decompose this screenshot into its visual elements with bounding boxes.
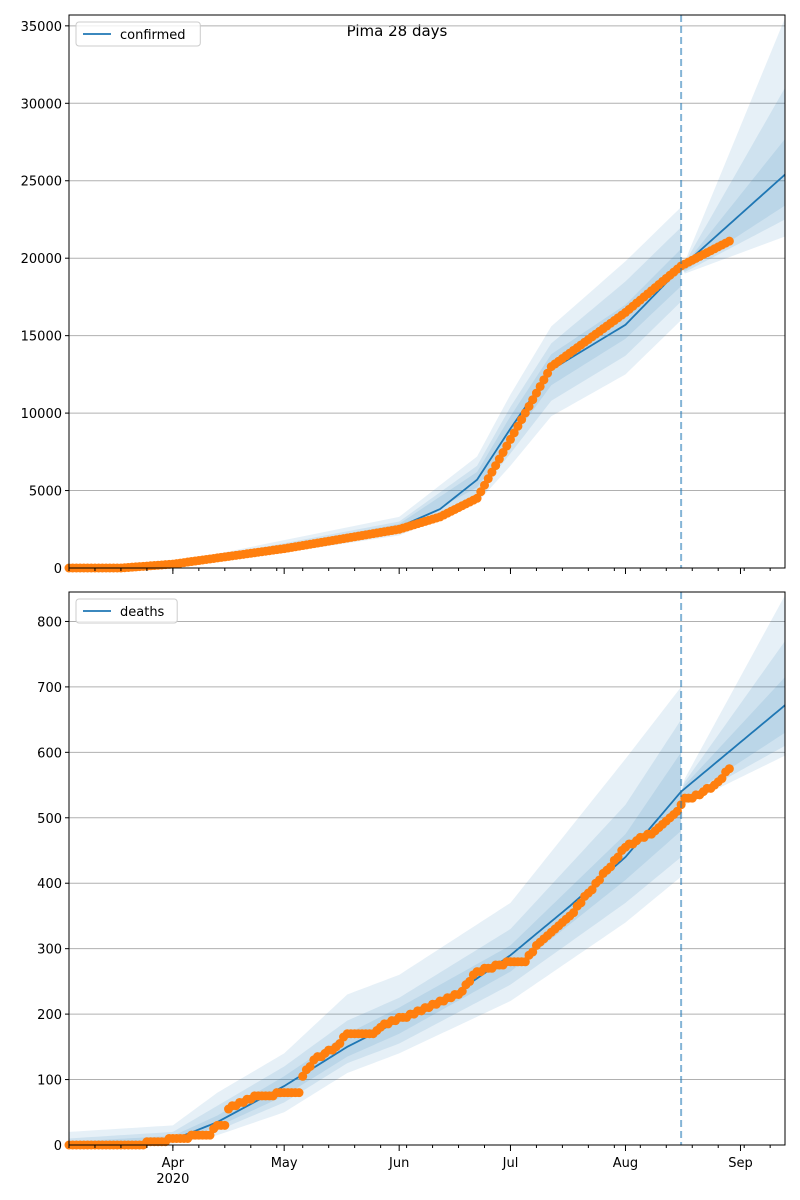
y-tick-label: 700 (37, 681, 62, 696)
y-tick-label: 0 (54, 1139, 62, 1154)
observed-point (505, 434, 515, 444)
axes-frame (68, 591, 786, 1146)
confirmed-axes: 0 5000 10000 15000 20000 25000 30000 35000 confi… (21, 14, 786, 577)
y-tick-label: 0 (54, 562, 62, 577)
observed-point (294, 1088, 304, 1098)
y-tick-label: 25000 (21, 175, 62, 190)
y-tick-label: 20000 (21, 252, 62, 267)
uncertainty-band (681, 18, 785, 274)
legend-box (75, 21, 201, 47)
x-tick-label: Jul (502, 1156, 519, 1171)
observed-point (483, 474, 493, 484)
x-tick-label: Aug (613, 1156, 638, 1171)
y-tick-label: 5000 (29, 485, 62, 500)
observed-point (535, 381, 545, 391)
observed-point (587, 885, 597, 895)
y-tick-label: 15000 (21, 330, 62, 345)
uncertainty-band (69, 719, 682, 1145)
observed-point (487, 467, 497, 477)
y-tick-label: 10000 (21, 407, 62, 422)
observed-point (509, 428, 519, 438)
uncertainty-band (681, 641, 785, 802)
observed-point (576, 898, 586, 908)
observed-point (491, 461, 501, 471)
observed-point (672, 806, 682, 816)
observed-point (520, 408, 530, 418)
observed-point (613, 852, 623, 862)
observed-point (528, 947, 538, 957)
x-tick-label: Sep (728, 1156, 753, 1171)
x-tick-sublabel: 2020 (156, 1172, 189, 1187)
observed-point (724, 236, 734, 246)
y-tick-label: 100 (37, 1074, 62, 1089)
y-tick-label: 600 (37, 746, 62, 761)
observed-point (205, 1130, 215, 1140)
observed-point (531, 388, 541, 398)
observed-point (513, 421, 523, 431)
observed-point (717, 774, 727, 784)
observed-point (524, 401, 534, 411)
observed-point (502, 441, 512, 451)
uncertainty-band (681, 677, 785, 799)
y-tick-label: 800 (37, 615, 62, 630)
legend-label: deaths (120, 605, 165, 620)
observed-point (335, 1039, 345, 1049)
y-tick-label: 300 (37, 943, 62, 958)
observed-point (472, 493, 482, 503)
legend-box (75, 598, 178, 624)
observed-point (724, 764, 734, 774)
figure-title: Pima 28 days (347, 22, 448, 40)
observed-point (465, 976, 475, 986)
observed-point (606, 862, 616, 872)
uncertainty-band (681, 138, 785, 271)
x-tick-label: May (271, 1156, 298, 1171)
observed-point (498, 448, 508, 458)
observed-point (569, 908, 579, 918)
y-tick-label: 400 (37, 877, 62, 892)
observed-point (476, 487, 486, 497)
observed-point (457, 986, 467, 996)
observed-point (480, 480, 490, 490)
legend-label: confirmed (120, 28, 186, 43)
axes-frame (68, 14, 786, 569)
observed-point (305, 1061, 315, 1071)
x-tick-label: Apr (162, 1156, 185, 1171)
observed-point (543, 368, 553, 378)
observed-point (528, 395, 538, 405)
y-tick-label: 500 (37, 812, 62, 827)
observed-point (298, 1071, 308, 1081)
uncertainty-band (681, 87, 785, 273)
uncertainty-band (69, 227, 682, 568)
y-tick-label: 30000 (21, 97, 62, 112)
observed-point (494, 454, 504, 464)
x-tick-label: Jun (388, 1156, 409, 1171)
uncertainty-band (69, 207, 682, 568)
uncertainty-band (681, 595, 785, 805)
observed-point (517, 415, 527, 425)
observed-point (520, 957, 530, 967)
y-tick-label: 200 (37, 1008, 62, 1023)
observed-point (539, 375, 549, 385)
observed-point (595, 875, 605, 885)
y-tick-label: 35000 (21, 20, 62, 35)
observed-point (220, 1120, 230, 1130)
